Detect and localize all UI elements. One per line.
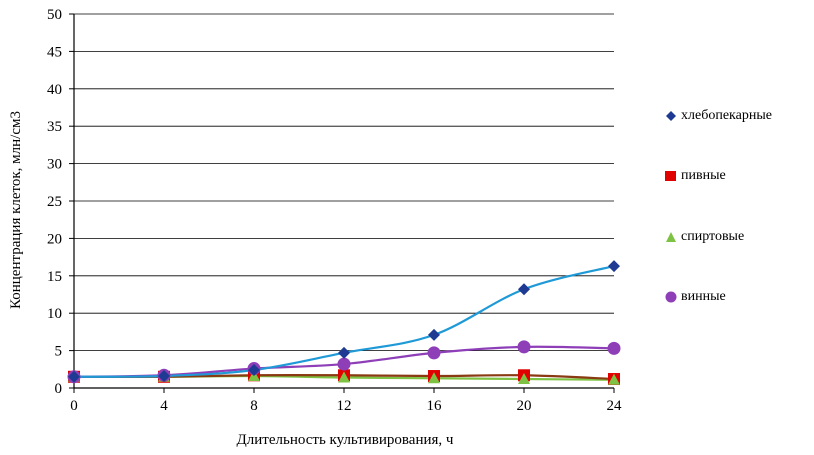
x-tick-label: 20 (517, 398, 532, 414)
x-tick-label: 4 (160, 398, 168, 414)
triangle-icon (666, 232, 676, 242)
data-point (428, 372, 440, 384)
data-point (608, 260, 620, 273)
legend-item-spirit: спиртовые (664, 229, 744, 245)
axes (69, 13, 615, 393)
data-point (158, 370, 170, 383)
y-tick-label: 35 (47, 119, 62, 135)
diamond-icon (666, 111, 676, 121)
y-tick-label: 10 (47, 306, 62, 322)
y-tick-label: 40 (47, 82, 62, 98)
data-point (517, 340, 531, 354)
y-tick-label: 45 (47, 44, 62, 60)
y-tick-label: 20 (47, 231, 62, 247)
x-tick-label: 8 (250, 398, 258, 414)
y-tick-label: 0 (55, 381, 63, 397)
data-point (427, 346, 441, 360)
legend: хлебопекарные пивные спиртовые винные (664, 0, 814, 400)
data-point (248, 364, 260, 377)
x-tick-label: 16 (427, 398, 443, 414)
grid-lines (74, 13, 614, 352)
legend-item-beer: пивные (664, 168, 726, 184)
square-icon (665, 171, 676, 181)
legend-label-wine: винные (681, 289, 726, 304)
data-point (338, 371, 350, 383)
x-tick-label: 12 (337, 398, 352, 414)
y-tick-label: 30 (47, 157, 62, 173)
data-point (518, 283, 530, 296)
y-tick-label: 5 (55, 344, 63, 360)
legend-label-beer: пивные (681, 168, 726, 183)
data-point (338, 346, 350, 359)
data-point (68, 370, 80, 383)
y-tick-label: 25 (47, 194, 62, 210)
legend-item-wine: винные (664, 289, 726, 305)
data-point (608, 373, 620, 385)
x-tick-label: 0 (70, 398, 78, 414)
circle-icon (665, 291, 677, 303)
x-tick-label: 24 (607, 398, 623, 414)
x-axis-label: Длительность культивирования, ч (237, 432, 454, 448)
y-tick-label: 50 (47, 7, 62, 23)
data-point (607, 341, 621, 355)
data-point (428, 328, 440, 341)
series-group (67, 260, 621, 386)
y-tick-label: 15 (47, 269, 62, 285)
data-point (518, 373, 530, 385)
data-point (337, 357, 351, 371)
tick-labels: 0 5 10 15 20 25 30 35 40 45 50 0 4 8 12 16 20 24 (47, 7, 622, 414)
legend-label-bread: хлебопекарные (681, 108, 772, 123)
legend-label-spirit: спиртовые (681, 229, 745, 244)
y-axis-label: Концентрация клеток, млн/см3 (8, 111, 24, 309)
legend-item-bread: хлебопекарные (664, 108, 772, 124)
